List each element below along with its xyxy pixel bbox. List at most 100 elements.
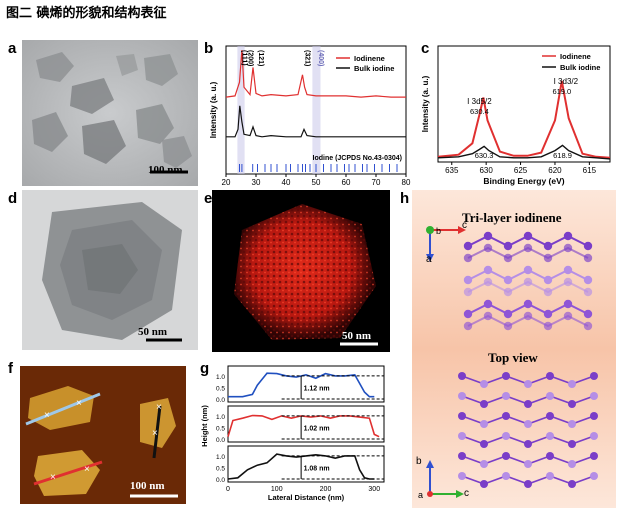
y-tick-label-2-2: 1.0 bbox=[216, 454, 225, 461]
topview-atom-3-6 bbox=[590, 432, 598, 440]
svg-text:×: × bbox=[76, 398, 82, 409]
y-tick-label-0-2: 1.0 bbox=[216, 374, 225, 381]
x-tick-label-2: 625 bbox=[514, 166, 528, 175]
x-tick-label-6: 80 bbox=[402, 178, 411, 187]
iodine-atom-0-0-2 bbox=[503, 241, 513, 251]
series-line-0 bbox=[225, 49, 406, 98]
panel-h-lattice bbox=[412, 190, 616, 508]
step-label-0: 1.12 nm bbox=[304, 385, 330, 392]
x-axis-label: Binding Energy (eV) bbox=[483, 176, 564, 186]
highlight-band-1 bbox=[312, 46, 321, 174]
topview-atom-4-3 bbox=[524, 460, 532, 468]
step-label-1: 1.02 nm bbox=[304, 425, 330, 432]
iodine-atom-1-1-4 bbox=[543, 287, 553, 297]
topview-atom-1-2 bbox=[502, 392, 510, 400]
topview-atom-0-3 bbox=[524, 380, 532, 388]
profile-line-0 bbox=[228, 372, 375, 398]
topview-atom-3-4 bbox=[546, 432, 554, 440]
annotation-0: 630.4 bbox=[470, 107, 489, 116]
iodine-atom-2-0-1 bbox=[483, 299, 493, 309]
x-tick-label-1: 100 bbox=[271, 486, 283, 493]
iodine-atom-0-0-6 bbox=[583, 241, 593, 251]
iodine-atom-1-0-1 bbox=[483, 265, 493, 275]
reference-label: Iodine (JCPDS No.43-0304) bbox=[313, 155, 402, 162]
peak-label-0: (111) bbox=[241, 50, 248, 66]
iodine-atom-2-1-0 bbox=[463, 321, 473, 331]
subplot-frame-0 bbox=[227, 365, 385, 403]
y-tick-label-0-1: 0.5 bbox=[216, 385, 225, 392]
panel-e-eds-map: 50 nm bbox=[212, 190, 390, 352]
y-tick-label-0-0: 0.0 bbox=[216, 397, 225, 404]
series-line-1 bbox=[226, 105, 406, 138]
x-tick-label-3: 620 bbox=[548, 166, 562, 175]
iodine-atom-2-1-4 bbox=[543, 321, 553, 331]
topview-atom-5-5 bbox=[568, 480, 576, 488]
y-tick-label-2-1: 0.5 bbox=[216, 465, 225, 472]
iodine-atom-0-0-3 bbox=[523, 231, 533, 241]
panel-a-tem-image: 100 nm bbox=[22, 40, 198, 186]
iodine-atom-0-0-1 bbox=[483, 231, 493, 241]
iodine-atom-0-0-0 bbox=[463, 241, 473, 251]
profile-line-2 bbox=[227, 453, 375, 480]
iodine-atom-1-0-5 bbox=[563, 265, 573, 275]
y-tick-label-1-2: 1.0 bbox=[216, 414, 225, 421]
iodine-atom-2-0-5 bbox=[563, 299, 573, 309]
topview-atom-5-6 bbox=[590, 472, 598, 480]
topview-atom-4-6 bbox=[590, 452, 598, 460]
x-tick-label-1: 630 bbox=[479, 166, 493, 175]
topview-atom-0-6 bbox=[590, 372, 598, 380]
topview-atom-3-5 bbox=[568, 440, 576, 448]
peak-label-4: (400) bbox=[317, 50, 324, 66]
iodine-atom-0-1-1 bbox=[483, 243, 493, 253]
topview-atom-3-2 bbox=[502, 432, 510, 440]
y-axis-label: Intensity (a. u.) bbox=[421, 75, 430, 132]
panel-a-label: a bbox=[8, 40, 17, 57]
topview-atom-1-5 bbox=[568, 400, 576, 408]
iodine-atom-2-1-6 bbox=[583, 321, 593, 331]
iodine-atom-1-1-1 bbox=[483, 277, 493, 287]
topview-atom-2-6 bbox=[590, 412, 598, 420]
x-tick-label-2: 200 bbox=[320, 486, 332, 493]
panel-h-axis-top-x: c bbox=[462, 220, 467, 231]
topview-atom-4-1 bbox=[480, 460, 488, 468]
legend-label-1: Bulk iodine bbox=[560, 63, 600, 72]
series-line-0 bbox=[437, 80, 611, 159]
topview-atom-0-5 bbox=[568, 380, 576, 388]
topview-atom-5-1 bbox=[480, 480, 488, 488]
panel-d-scale-bar: 50 nm bbox=[138, 326, 168, 338]
svg-text:×: × bbox=[50, 472, 56, 483]
panel-f-afm-flakes: × × × × × × bbox=[20, 366, 186, 504]
topview-atom-5-4 bbox=[546, 472, 554, 480]
peak-label-2: (121) bbox=[257, 50, 264, 66]
topview-atom-4-2 bbox=[502, 452, 510, 460]
panel-b-label: b bbox=[204, 40, 214, 57]
legend-label-1: Bulk iodine bbox=[354, 64, 394, 73]
y-tick-label-2-0: 0.0 bbox=[216, 477, 225, 484]
iodine-atom-2-0-4 bbox=[543, 309, 553, 319]
highlight-band-0 bbox=[237, 46, 245, 174]
topview-atom-3-3 bbox=[524, 440, 532, 448]
iodine-atom-0-1-4 bbox=[543, 253, 553, 263]
x-tick-label-2: 40 bbox=[282, 178, 291, 187]
panel-d-label: d bbox=[8, 190, 18, 207]
panel-h-axes-top bbox=[426, 226, 466, 262]
topview-atom-0-0 bbox=[458, 372, 466, 380]
panel-a-scale-bar: 100 nm bbox=[148, 164, 183, 176]
subplot-frame-1 bbox=[227, 405, 385, 443]
x-tick-label-5: 70 bbox=[372, 178, 381, 187]
panel-d-flake bbox=[22, 190, 198, 350]
annotation-sub-1: I 3d3/2 bbox=[554, 77, 579, 86]
panel-h-axis-bottom-z: a bbox=[418, 490, 424, 500]
iodine-atom-0-1-0 bbox=[463, 253, 473, 263]
panel-e-scale-bar: 50 nm bbox=[342, 330, 372, 342]
panel-h-axis-bottom-x: c bbox=[464, 488, 469, 499]
iodine-atom-1-1-5 bbox=[563, 277, 573, 287]
x-tick-label-1: 30 bbox=[252, 178, 261, 187]
iodine-atom-2-1-2 bbox=[503, 321, 513, 331]
svg-text:×: × bbox=[156, 402, 162, 413]
panel-f-afm-image: × × × × × × 100 nm bbox=[20, 366, 186, 504]
iodine-atom-1-1-6 bbox=[583, 287, 593, 297]
svg-text:×: × bbox=[84, 464, 90, 475]
topview-atom-1-6 bbox=[590, 392, 598, 400]
